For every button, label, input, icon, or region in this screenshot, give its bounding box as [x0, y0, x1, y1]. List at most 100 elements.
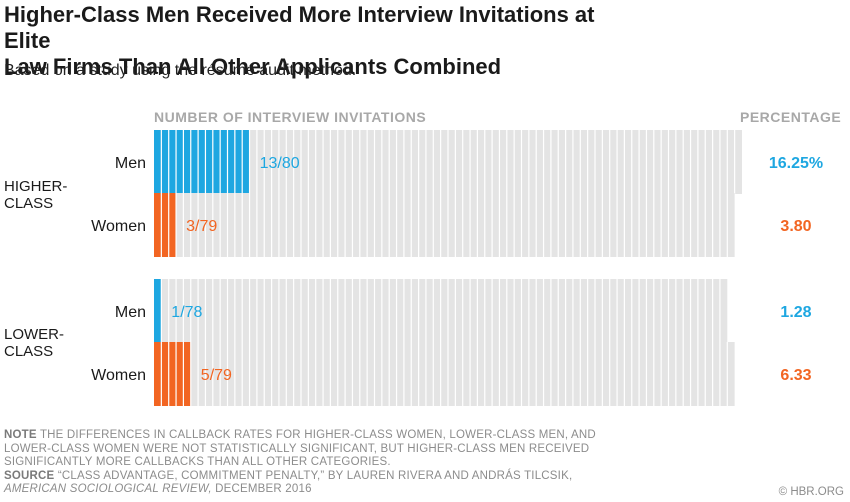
- bar-cell-lower-class-men: [550, 279, 559, 343]
- bar-cell-higher-class-women: [484, 193, 493, 257]
- bar-cell-higher-class-women: [352, 193, 360, 257]
- bar-cell-lower-class-men: [352, 279, 360, 343]
- source-journal: AMERICAN SOCIOLOGICAL REVIEW,: [4, 483, 212, 495]
- bar-cell-lower-class-men: [190, 279, 199, 343]
- bar-cell-lower-class-men: [271, 279, 279, 343]
- bar-cell-higher-class-women: [278, 193, 287, 257]
- bar-cell-lower-class-women: [271, 342, 279, 406]
- bar-cell-lower-class-women: [492, 342, 500, 406]
- bar-cell-higher-class-women: [161, 193, 169, 257]
- bar-cell-lower-class-women: [727, 342, 735, 406]
- bar-cell-higher-class-women: [337, 193, 346, 257]
- bar-cell-lower-class-women: [249, 342, 257, 406]
- bar-cell-higher-class-women: [403, 193, 412, 257]
- bar-cell-lower-class-women: [381, 342, 390, 406]
- bar-cell-lower-class-women: [528, 342, 537, 406]
- bar-cell-higher-class-women: [433, 193, 441, 257]
- note-label: NOTE: [4, 429, 37, 441]
- bar-cell-lower-class-men: [256, 279, 265, 343]
- group-label-lower-class: LOWER- CLASS: [4, 326, 64, 360]
- bar-cell-lower-class-women: [264, 342, 272, 406]
- bar-cell-lower-class-men: [220, 279, 228, 343]
- bar-cell-lower-class-men: [609, 279, 618, 343]
- bar-cell-higher-class-men: [190, 130, 199, 194]
- bar-cell-higher-class-women: [536, 193, 544, 257]
- bar-cell-lower-class-men: [198, 279, 206, 343]
- bar-cell-higher-class-men: [183, 130, 191, 194]
- bar-cell-lower-class-men: [205, 279, 213, 343]
- bar-cell-lower-class-men: [278, 279, 287, 343]
- bar-cell-lower-class-men: [293, 279, 301, 343]
- bar-cell-higher-class-men: [286, 130, 294, 194]
- bar-cell-lower-class-men: [653, 279, 662, 343]
- bar-cell-lower-class-men: [389, 279, 397, 343]
- bar-cell-higher-class-men: [734, 130, 742, 194]
- bar-cell-lower-class-women: [403, 342, 412, 406]
- chart-title-line2: Law Firms Than All Other Applicants Comb…: [4, 54, 502, 79]
- bar-cell-higher-class-women: [550, 193, 559, 257]
- bar-cell-lower-class-women: [506, 342, 515, 406]
- bar-cell-lower-class-women: [595, 342, 603, 406]
- bar-cell-higher-class-women: [330, 193, 338, 257]
- ratio-label-higher-class-women: 3/79: [186, 218, 217, 235]
- bar-cell-higher-class-men: [492, 130, 500, 194]
- bar-cell-lower-class-men: [425, 279, 434, 343]
- bar-cell-higher-class-men: [462, 130, 471, 194]
- ratio-label-lower-class-women: 5/79: [201, 367, 232, 384]
- group-label-higher-line2: CLASS: [4, 195, 54, 212]
- bar-cell-lower-class-men: [705, 279, 713, 343]
- bar-cell-lower-class-men: [506, 279, 515, 343]
- bar-cell-lower-class-women: [565, 342, 573, 406]
- bar-cell-higher-class-men: [168, 130, 177, 194]
- bar-cell-lower-class-men: [514, 279, 522, 343]
- bar-cell-lower-class-women: [639, 342, 647, 406]
- bar-cell-higher-class-women: [220, 193, 228, 257]
- bar-cell-higher-class-women: [440, 193, 448, 257]
- bar-cell-lower-class-women: [631, 342, 640, 406]
- bar-cell-lower-class-women: [462, 342, 471, 406]
- bar-cell-higher-class-men: [352, 130, 360, 194]
- bar-cell-lower-class-men: [617, 279, 625, 343]
- bar-cell-lower-class-women: [587, 342, 595, 406]
- bar-cell-lower-class-women: [668, 342, 676, 406]
- bar-cell-lower-class-women: [396, 342, 404, 406]
- bar-cell-higher-class-women: [411, 193, 419, 257]
- bar-cell-higher-class-women: [315, 193, 324, 257]
- bar-cell-higher-class-women: [624, 193, 632, 257]
- bar-cell-higher-class-women: [308, 193, 316, 257]
- bar-cell-lower-class-women: [624, 342, 632, 406]
- bar-cell-higher-class-women: [249, 193, 257, 257]
- bar-cell-lower-class-men: [470, 279, 478, 343]
- bar-cell-lower-class-men: [154, 279, 162, 343]
- bar-cell-lower-class-men: [587, 279, 595, 343]
- bar-cell-higher-class-women: [499, 193, 507, 257]
- bar-cell-higher-class-women: [719, 193, 728, 257]
- bar-cell-lower-class-women: [536, 342, 544, 406]
- bar-cell-lower-class-women: [418, 342, 426, 406]
- bar-cell-higher-class-men: [631, 130, 640, 194]
- bar-cell-higher-class-women: [264, 193, 272, 257]
- bar-cell-higher-class-women: [690, 193, 698, 257]
- bar-cell-lower-class-men: [330, 279, 338, 343]
- bar-cell-lower-class-women: [176, 342, 184, 406]
- bar-cell-lower-class-women: [609, 342, 618, 406]
- bar-cell-lower-class-women: [212, 342, 221, 406]
- bar-cell-higher-class-men: [323, 130, 331, 194]
- bar-cell-higher-class-women: [345, 193, 353, 257]
- bar-cell-higher-class-men: [653, 130, 662, 194]
- bar-cell-higher-class-women: [565, 193, 573, 257]
- bar-cell-lower-class-women: [234, 342, 243, 406]
- bar-cell-lower-class-men: [455, 279, 463, 343]
- bar-cell-lower-class-men: [176, 279, 184, 343]
- bar-cell-lower-class-women: [168, 342, 177, 406]
- bar-cell-lower-class-women: [433, 342, 441, 406]
- bar-cell-lower-class-men: [249, 279, 257, 343]
- bar-cell-higher-class-women: [242, 193, 250, 257]
- bar-cell-lower-class-women: [190, 342, 199, 406]
- bar-cell-higher-class-men: [499, 130, 507, 194]
- bar-cell-lower-class-women: [543, 342, 551, 406]
- bar-cell-lower-class-men: [242, 279, 250, 343]
- bar-cell-lower-class-women: [205, 342, 213, 406]
- bar-cell-lower-class-men: [624, 279, 632, 343]
- bar-cell-higher-class-women: [580, 193, 588, 257]
